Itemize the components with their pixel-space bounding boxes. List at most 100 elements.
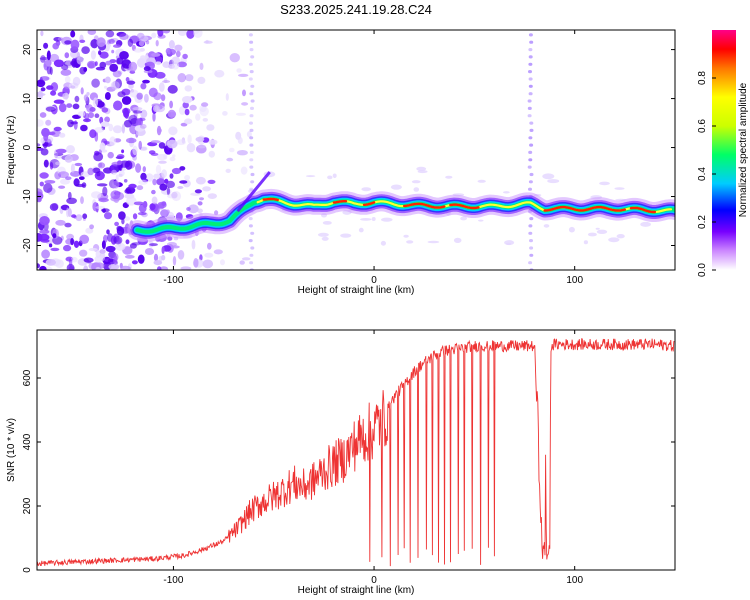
noise-blob bbox=[39, 112, 47, 118]
noise-blob bbox=[616, 234, 625, 239]
noise-blob bbox=[225, 93, 229, 101]
noise-blob bbox=[240, 166, 248, 175]
noise-blob bbox=[317, 232, 329, 237]
noise-blob bbox=[118, 211, 126, 220]
noise-blob bbox=[80, 87, 84, 95]
noise-blob bbox=[380, 240, 386, 246]
noise-blob bbox=[39, 265, 47, 270]
noise-blob bbox=[177, 250, 185, 260]
noise-blob bbox=[528, 92, 533, 96]
noise-blob bbox=[166, 186, 170, 196]
noise-blob bbox=[249, 92, 254, 96]
noise-blob bbox=[237, 136, 243, 145]
noise-blob bbox=[527, 106, 532, 110]
colorbar: 0.0 0.2 0.4 0.6 0.8 Normalized spectral ampl… bbox=[697, 30, 749, 277]
noise-blob bbox=[235, 112, 246, 116]
noise-blob bbox=[96, 101, 105, 108]
noise-blob bbox=[187, 134, 192, 144]
noise-blob bbox=[250, 84, 255, 88]
noise-blob bbox=[53, 59, 64, 68]
noise-blob bbox=[568, 226, 575, 233]
noise-blob bbox=[111, 49, 115, 54]
noise-blob bbox=[101, 240, 106, 250]
noise-blob bbox=[416, 166, 427, 171]
noise-blob bbox=[248, 239, 253, 243]
noise-blob bbox=[171, 191, 178, 199]
noise-blob bbox=[168, 40, 175, 49]
noise-blob bbox=[113, 236, 123, 245]
noise-blob bbox=[239, 260, 245, 265]
noise-blob bbox=[113, 254, 118, 265]
noise-blob bbox=[79, 249, 88, 257]
noise-blob bbox=[66, 145, 75, 154]
x-tick-label: 0 bbox=[371, 275, 377, 286]
ridge-hot bbox=[403, 202, 446, 209]
spectrogram-y-ticks: -20 -10 0 10 20 bbox=[22, 44, 675, 253]
y-tick-label: 600 bbox=[22, 369, 33, 386]
noise-blob bbox=[140, 146, 148, 151]
noise-blob bbox=[57, 37, 64, 42]
y-tick-label: 20 bbox=[22, 44, 33, 56]
noise-blob bbox=[70, 39, 80, 50]
noise-blob bbox=[188, 204, 199, 214]
noise-blob bbox=[73, 240, 80, 248]
noise-blob bbox=[43, 159, 49, 168]
noise-blob bbox=[63, 244, 72, 252]
noise-blob bbox=[528, 33, 533, 37]
noise-blob bbox=[131, 260, 138, 265]
noise-blob bbox=[140, 172, 147, 181]
noise-blob bbox=[176, 139, 186, 146]
noise-blob bbox=[151, 189, 156, 195]
colorbar-tick-label: 0.2 bbox=[697, 215, 708, 229]
noise-blob bbox=[39, 229, 50, 234]
noise-blob bbox=[95, 205, 106, 210]
noise-blob bbox=[599, 181, 610, 186]
noise-blob bbox=[169, 100, 174, 109]
noise-blob bbox=[45, 106, 56, 112]
noise-blob bbox=[81, 46, 90, 54]
noise-blob bbox=[138, 179, 148, 185]
noise-blob bbox=[180, 122, 188, 127]
noise-blob bbox=[122, 107, 131, 115]
noise-blob bbox=[528, 187, 532, 191]
noise-blob bbox=[156, 178, 166, 186]
noise-blob bbox=[417, 170, 428, 174]
noise-blob bbox=[547, 179, 560, 184]
noise-blob bbox=[241, 102, 249, 106]
noise-blob bbox=[39, 57, 50, 61]
noise-blob bbox=[162, 80, 171, 83]
noise-blob bbox=[105, 245, 116, 253]
noise-blob bbox=[62, 92, 69, 100]
noise-blob bbox=[503, 191, 510, 194]
y-tick-label: 400 bbox=[22, 433, 33, 450]
noise-blob bbox=[204, 252, 214, 258]
noise-blob bbox=[203, 40, 213, 44]
ridge-hot bbox=[262, 197, 279, 202]
noise-blob bbox=[527, 114, 532, 118]
noise-blob bbox=[144, 248, 155, 255]
noise-blob bbox=[152, 178, 157, 186]
noise-blob bbox=[109, 63, 119, 72]
noise-blob bbox=[61, 64, 69, 71]
noise-blob bbox=[79, 234, 90, 244]
x-tick-label: -100 bbox=[163, 275, 183, 286]
noise-blob bbox=[528, 48, 533, 52]
noise-blob bbox=[238, 73, 249, 77]
noise-blob bbox=[529, 239, 533, 243]
noise-blob bbox=[167, 236, 173, 241]
spectrogram-x-ticks: -100 0 100 bbox=[163, 30, 583, 286]
noise-blob bbox=[206, 124, 215, 131]
noise-blob bbox=[104, 116, 110, 123]
noise-blob bbox=[249, 114, 254, 118]
noise-blob bbox=[79, 66, 87, 75]
noise-blob bbox=[64, 222, 72, 228]
noise-blob bbox=[70, 238, 74, 246]
snr-x-label: Height of straight line (km) bbox=[298, 585, 415, 596]
noise-blob bbox=[87, 167, 94, 176]
noise-blob bbox=[186, 143, 196, 153]
noise-blob bbox=[170, 111, 177, 117]
noise-blob bbox=[49, 203, 59, 211]
noise-blob bbox=[249, 158, 254, 162]
noise-blob bbox=[66, 197, 77, 204]
